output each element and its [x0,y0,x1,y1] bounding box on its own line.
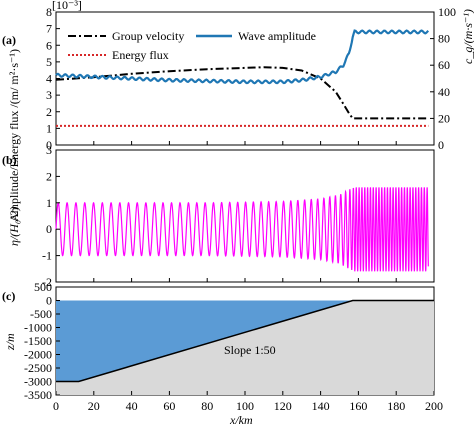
a-ytick-label: 0 [46,138,52,152]
panel-b-ticks: -2 -1 0 1 2 3 [42,143,435,289]
a-ytick-label: 3 [46,88,52,102]
c-xtick-label: 80 [201,399,213,413]
panel-b: -2 -1 0 1 2 3 (b) η/(H₀/2) [2,143,435,289]
slope-annotation: Slope 1:50 [224,343,276,357]
c-xtick-label: 200 [425,399,443,413]
panel-c-series [56,299,434,395]
group-velocity-line [55,66,429,120]
c-ytick-label: -3500 [24,388,52,402]
b-ytick-label: 3 [46,143,52,157]
legend-wave-amplitude-label: Wave amplitude [238,29,316,43]
a-ytick-label: 8 [46,5,52,19]
b-ytick-label: -1 [42,249,52,263]
panel-b-ylabel: η/(H₀/2) [7,207,21,246]
c-xtick-label: 20 [88,399,100,413]
wave-amplitude-line [55,29,430,85]
panel-c-ylabel: z/m [3,333,17,351]
c-xtick-label: 180 [387,399,405,413]
b-ytick-label: 0 [46,222,52,236]
water-area [56,300,353,382]
a-ytick-label: 5 [46,55,52,69]
panel-a-label: (a) [2,33,16,47]
c-xtick-label: 160 [349,399,367,413]
a-y2tick-label: 60 [438,58,450,72]
panel-a-series [55,29,430,127]
c-ytick-label: -2500 [24,361,52,375]
a-y2tick-label: 80 [438,32,450,46]
c-xtick-label: 60 [163,399,175,413]
c-xtick-label: 120 [274,399,292,413]
b-ytick-label: 2 [46,169,52,183]
bathymetry-line [56,299,434,383]
c-ytick-label: -500 [30,307,52,321]
panel-a-y2label: c_g/(m·s⁻¹) [461,9,474,64]
a-y2tick-label: 40 [438,85,450,99]
b-ytick-label: 1 [46,196,52,210]
panel-a-legend: Group velocity Wave amplitude Energy flu… [68,29,316,62]
b-ytick-label: -2 [42,275,52,289]
a-ytick-label: 2 [46,105,52,119]
c-xtick-label: 0 [53,399,59,413]
a-y2tick-label: 20 [438,111,450,125]
seabed-area [56,300,434,395]
c-xtick-label: 140 [312,399,330,413]
c-ytick-label: -1500 [24,334,52,348]
c-ytick-label: -1000 [24,321,52,335]
surface-elevation-line [55,187,429,272]
panel-c-label: (c) [2,289,15,303]
c-ytick-label: -2000 [24,348,52,362]
panel-b-label: (b) [2,153,17,167]
a-ytick-label: 7 [46,22,52,36]
c-ytick-label: 0 [46,294,52,308]
a-y2tick-label: 100 [438,5,456,19]
a-ytick-label: 1 [46,121,52,135]
legend-group-velocity-label: Group velocity [112,29,184,43]
a-y2tick-label: 0 [438,138,444,152]
panel-a-scale-note: [10⁻³] [52,0,82,12]
panel-a-ylabel: Amplitude/Energy flux /(m/ m²·s⁻¹) [7,49,21,222]
a-ytick-label: 4 [46,72,52,86]
legend-energy-flux-label: Energy flux [112,48,169,62]
c-xtick-label: 40 [126,399,138,413]
panel-c-xlabel: x/km [229,413,253,427]
c-xtick-label: 100 [236,399,254,413]
c-ytick-label: -3000 [24,375,52,389]
a-ytick-label: 6 [46,38,52,52]
panel-b-series [55,187,429,272]
c-ytick-label: 500 [34,280,52,294]
